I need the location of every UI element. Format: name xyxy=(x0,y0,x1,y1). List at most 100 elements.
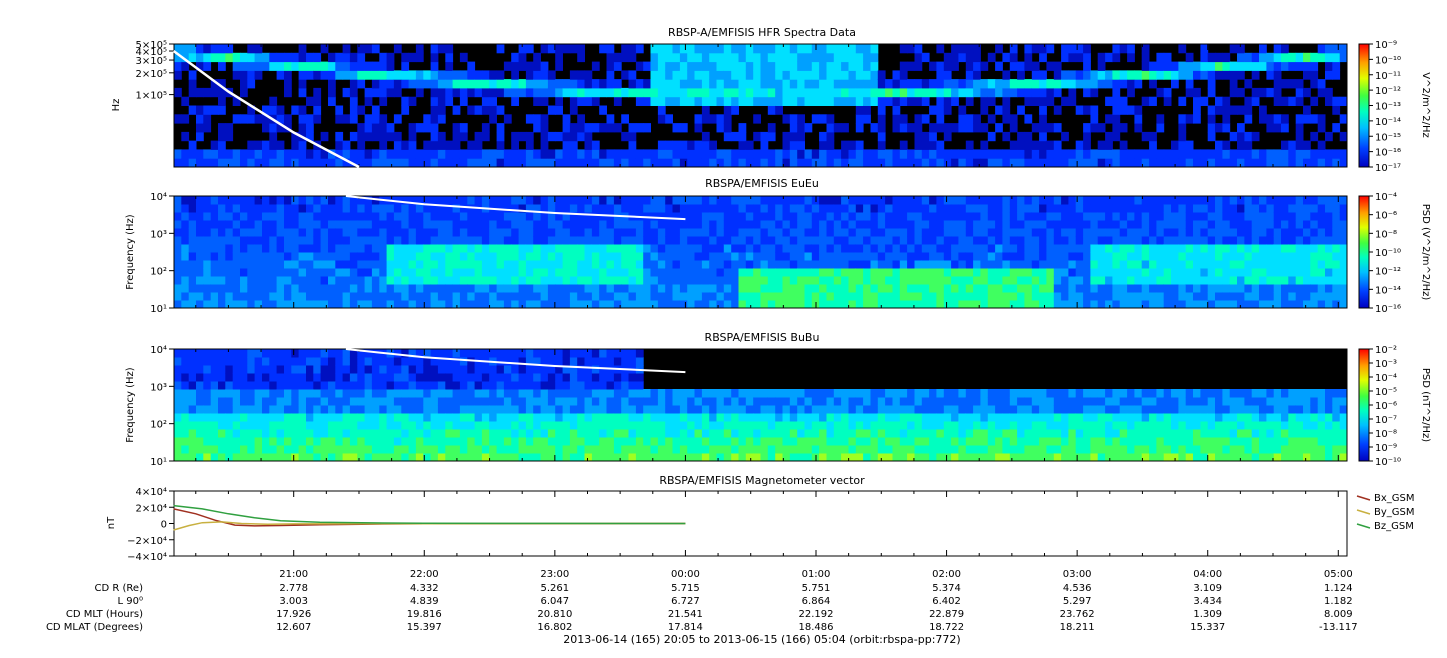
spectrogram-cell xyxy=(1273,123,1282,133)
spectrogram-cell xyxy=(1237,149,1245,159)
spectrogram-cell xyxy=(1031,236,1040,245)
spectrogram-cell xyxy=(965,268,974,277)
spectrogram-cell xyxy=(1295,252,1304,261)
spectrogram-cell xyxy=(1325,87,1333,98)
spectrogram-cell xyxy=(467,405,476,414)
spectrogram-cell xyxy=(269,212,278,221)
spectrogram-cell xyxy=(760,44,769,54)
spectrogram-cell xyxy=(511,87,519,98)
spectrogram-cell xyxy=(819,284,827,293)
spectrogram-cell xyxy=(254,445,263,454)
spectrogram-cell xyxy=(1303,196,1311,205)
spectrogram-cell xyxy=(635,228,644,237)
spectrogram-cell xyxy=(357,268,366,277)
spectrogram-cell xyxy=(474,349,483,358)
spectrogram-cell xyxy=(731,87,739,98)
spectrogram-cell xyxy=(826,131,835,142)
spectrogram-cell xyxy=(863,196,871,205)
spectrogram-cell xyxy=(1317,268,1326,277)
spectrogram-cell xyxy=(753,79,761,89)
spectrogram-cell xyxy=(393,260,402,269)
spectrogram-cell xyxy=(767,292,776,301)
spectrogram-cell xyxy=(240,381,248,390)
spectrogram-cell xyxy=(386,87,395,98)
spectrogram-cell xyxy=(591,421,600,430)
spectrogram-cell xyxy=(643,397,651,406)
spectrogram-cell xyxy=(709,236,717,245)
spectrogram-cell xyxy=(1068,196,1077,205)
spectrogram-cell xyxy=(863,236,871,245)
spectrogram-cell xyxy=(723,276,732,285)
spectrogram-cell xyxy=(393,381,402,390)
spectrogram-cell xyxy=(569,79,578,89)
spectrogram-cell xyxy=(196,244,204,253)
spectrogram-cell xyxy=(459,284,468,293)
spectrogram-cell xyxy=(841,61,849,71)
spectrogram-cell xyxy=(254,220,263,229)
spectrogram-cell xyxy=(174,158,182,168)
spectrogram-cell xyxy=(811,228,820,237)
spectrogram-cell xyxy=(188,252,197,261)
spectrogram-cell xyxy=(232,300,241,309)
spectrogram-cell xyxy=(1053,220,1062,229)
spectrogram-cell xyxy=(1002,131,1011,142)
spectrogram-cell xyxy=(555,228,563,237)
spectrogram-cell xyxy=(877,276,886,285)
spectrogram-cell xyxy=(760,220,769,229)
spectrogram-cell xyxy=(1053,292,1062,301)
spectrogram-cell xyxy=(701,397,710,406)
spectrogram-cell xyxy=(291,300,300,309)
spectrogram-cell xyxy=(335,114,344,124)
spectrogram-cell xyxy=(863,252,871,261)
spectrogram-cell xyxy=(929,276,937,285)
spectrogram-cell xyxy=(555,357,563,366)
spectrogram-cell xyxy=(745,276,754,285)
spectrogram-cell xyxy=(657,276,666,285)
spectrogram-cell xyxy=(1061,149,1069,159)
spectrogram-cell xyxy=(965,44,974,54)
spectrogram-cell xyxy=(393,276,402,285)
spectrogram-cell xyxy=(335,105,344,115)
spectrogram-cell xyxy=(1068,292,1077,301)
spectrogram-cell xyxy=(349,131,358,142)
spectrogram-cell xyxy=(562,349,571,358)
spectrogram-cell xyxy=(1156,114,1165,124)
spectrogram-cell xyxy=(379,96,388,106)
spectrogram-cell xyxy=(995,236,1003,245)
spectrogram-cell xyxy=(525,244,534,253)
spectrogram-cell xyxy=(841,204,849,213)
spectrogram-cell xyxy=(1090,212,1099,221)
spectrogram-cell xyxy=(1156,276,1165,285)
spectrogram-cell xyxy=(811,61,820,71)
spectrogram-cell xyxy=(357,79,366,89)
spectrogram-cell xyxy=(1119,44,1128,54)
spectrogram-cell xyxy=(841,236,849,245)
spectrogram-cell xyxy=(306,300,314,309)
spectrogram-cell xyxy=(247,196,256,205)
spectrogram-cell xyxy=(562,114,571,124)
spectrogram-cell xyxy=(188,158,197,168)
spectrogram-cell xyxy=(679,397,688,406)
spectrogram-cell xyxy=(196,284,204,293)
spectrogram-cell xyxy=(701,300,710,309)
spectrogram-cell xyxy=(1090,252,1099,261)
spectrogram-cell xyxy=(232,381,241,390)
spectrogram-cell xyxy=(1090,204,1099,213)
spectrogram-cell xyxy=(415,453,424,462)
spectrogram-cell xyxy=(320,445,329,454)
spectrogram-cell xyxy=(965,140,974,150)
spectrogram-cell xyxy=(379,389,388,398)
spectrogram-cell xyxy=(328,373,336,382)
spectrogram-cell xyxy=(181,453,190,462)
spectrogram-cell xyxy=(973,123,981,133)
spectrogram-cell xyxy=(1295,284,1304,293)
spectrogram-cell xyxy=(276,268,285,277)
spectrogram-cell xyxy=(445,196,454,205)
spectrogram-cell xyxy=(174,212,182,221)
spectrogram-cell xyxy=(459,204,468,213)
spectrogram-cell xyxy=(437,244,446,253)
spectrogram-cell xyxy=(335,349,344,358)
spectrogram-cell xyxy=(760,300,769,309)
spectrogram-cell xyxy=(423,79,432,89)
spectrogram-cell xyxy=(635,421,644,430)
